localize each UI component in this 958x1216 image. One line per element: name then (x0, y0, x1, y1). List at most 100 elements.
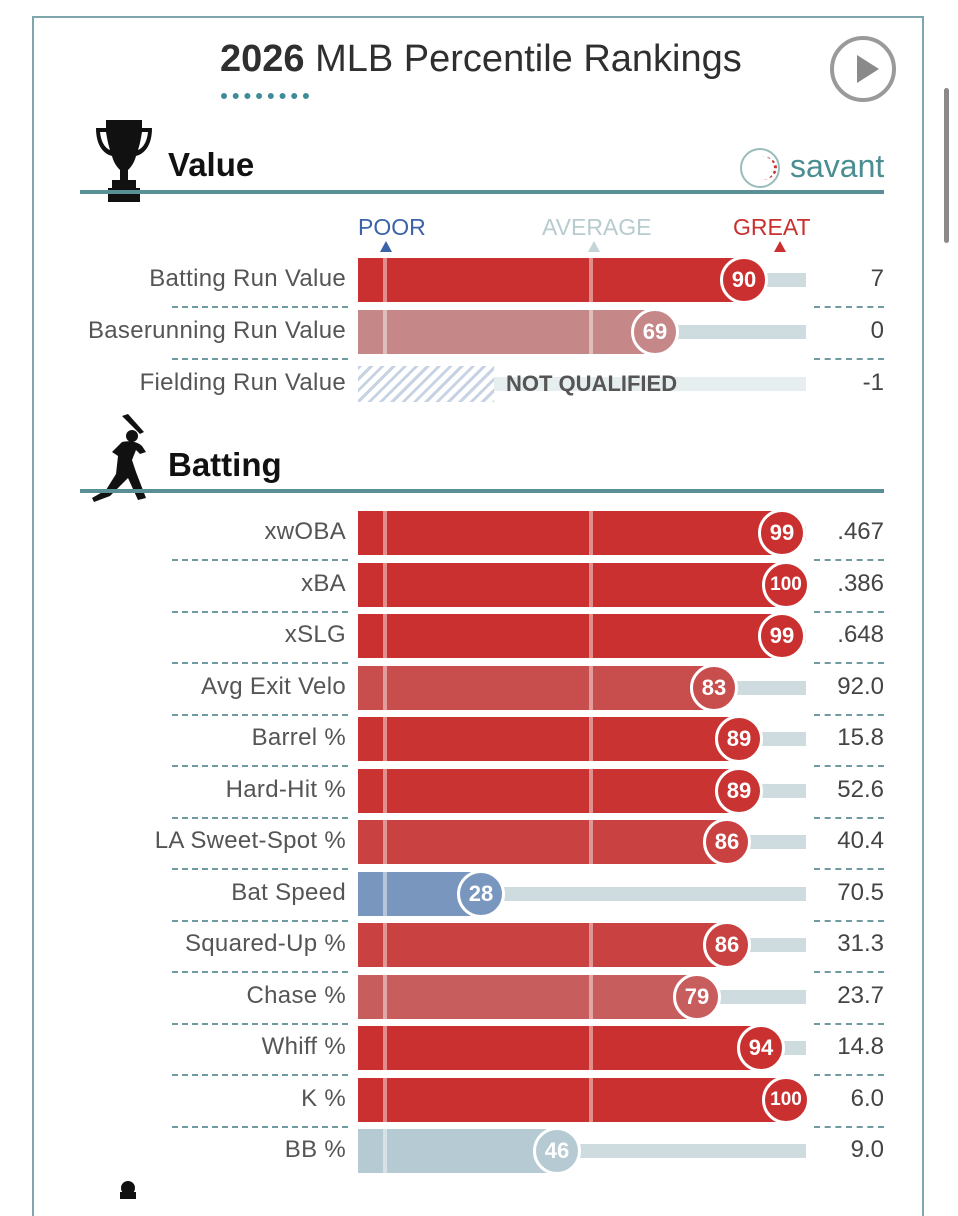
bar-gridline-0 (383, 511, 387, 555)
bar-gridline-0 (383, 1078, 387, 1122)
row-divider (172, 611, 348, 613)
metric-label: K % (301, 1085, 346, 1112)
row-divider (172, 1074, 348, 1076)
row-divider (172, 1126, 348, 1128)
row-divider (172, 358, 348, 360)
scale-poor: POOR (358, 214, 426, 240)
bar-gridline-0 (383, 614, 387, 658)
bar-gridline-0 (383, 923, 387, 967)
percentile-bar (358, 511, 782, 555)
row-divider-right (814, 971, 884, 973)
row-divider (172, 971, 348, 973)
row-divider-right (814, 358, 884, 360)
metric-value: 70.5 (837, 879, 884, 906)
bar-gridline-1 (589, 511, 593, 555)
percentile-bar (358, 923, 727, 967)
bar-gridline-1 (589, 1026, 593, 1070)
row-divider (172, 662, 348, 664)
percentile-track (494, 377, 806, 391)
metric-label: Batting Run Value (149, 265, 346, 292)
row-divider-right (814, 662, 884, 664)
metric-label: Chase % (246, 982, 346, 1009)
bar-gridline-0 (383, 769, 387, 813)
bar-gridline-0 (383, 1129, 387, 1173)
not-qualified-bar (358, 366, 494, 402)
row-divider (172, 306, 348, 308)
section-title-batting: Batting (168, 446, 282, 483)
metric-label: Avg Exit Velo (201, 673, 346, 700)
title-year: 2026 (220, 38, 305, 80)
card-frame (32, 16, 924, 1216)
metric-label: Fielding Run Value (139, 369, 346, 396)
row-divider-right (814, 611, 884, 613)
metric-value: 14.8 (837, 1033, 884, 1060)
row-divider-right (814, 868, 884, 870)
percentile-bar (358, 666, 714, 710)
percentile-bar (358, 1078, 786, 1122)
row-divider-right (814, 1126, 884, 1128)
row-divider-right (814, 920, 884, 922)
scale-average-marker (588, 241, 600, 252)
bar-gridline-1 (589, 666, 593, 710)
bar-gridline-0 (383, 872, 387, 916)
play-icon[interactable] (830, 36, 896, 102)
savant-logo[interactable]: savant (790, 148, 885, 184)
percentile-badge: 89 (715, 715, 763, 763)
bar-gridline-1 (589, 769, 593, 813)
metric-value: .386 (837, 570, 884, 597)
bar-gridline-0 (383, 717, 387, 761)
metric-value: 23.7 (837, 982, 884, 1009)
bar-gridline-0 (383, 258, 387, 302)
metric-value: 0 (870, 317, 884, 344)
bar-gridline-1 (589, 820, 593, 864)
fielder-icon (120, 1181, 136, 1199)
metric-label: xSLG (284, 621, 346, 648)
metric-label: Barrel % (251, 724, 346, 751)
percentile-bar (358, 614, 782, 658)
row-divider-right (814, 817, 884, 819)
row-divider (172, 765, 348, 767)
metric-value: 9.0 (850, 1136, 884, 1163)
scale-great-marker (774, 241, 786, 252)
percentile-bar (358, 258, 744, 302)
not-qualified-label: NOT QUALIFIED (506, 371, 678, 396)
row-divider-right (814, 1023, 884, 1025)
scrollbar[interactable] (944, 88, 949, 243)
row-divider-right (814, 765, 884, 767)
bar-gridline-0 (383, 820, 387, 864)
row-divider (172, 817, 348, 819)
metric-value: 6.0 (850, 1085, 884, 1112)
percentile-bar (358, 975, 697, 1019)
percentile-badge: 86 (703, 921, 751, 969)
bar-gridline-1 (589, 923, 593, 967)
percentile-badge: 83 (690, 664, 738, 712)
metric-value: -1 (862, 369, 884, 396)
metric-value: 52.6 (837, 776, 884, 803)
title-text: MLB Percentile Rankings (315, 38, 742, 80)
metric-label: xBA (301, 570, 346, 597)
percentile-badge: 86 (703, 818, 751, 866)
percentile-badge: 28 (457, 870, 505, 918)
bar-gridline-0 (383, 563, 387, 607)
percentile-badge: 69 (631, 308, 679, 356)
batter-icon (92, 414, 146, 502)
row-divider (172, 868, 348, 870)
metric-value: .648 (837, 621, 884, 648)
bar-gridline-1 (589, 614, 593, 658)
metric-label: BB % (284, 1136, 346, 1163)
metric-label: xwOBA (264, 518, 346, 545)
row-divider-right (814, 306, 884, 308)
metric-label: Bat Speed (231, 879, 346, 906)
scale-poor-marker (380, 241, 392, 252)
percentile-bar (358, 1026, 761, 1070)
percentile-badge: 99 (758, 509, 806, 557)
page-title: 2026 MLB Percentile Rankings (220, 38, 742, 81)
row-divider (172, 559, 348, 561)
metric-value: 7 (870, 265, 884, 292)
percentile-bar (358, 563, 786, 607)
bar-gridline-1 (589, 717, 593, 761)
bar-gridline-0 (383, 666, 387, 710)
bar-gridline-1 (589, 310, 593, 354)
metric-value: 15.8 (837, 724, 884, 751)
bar-gridline-1 (589, 563, 593, 607)
